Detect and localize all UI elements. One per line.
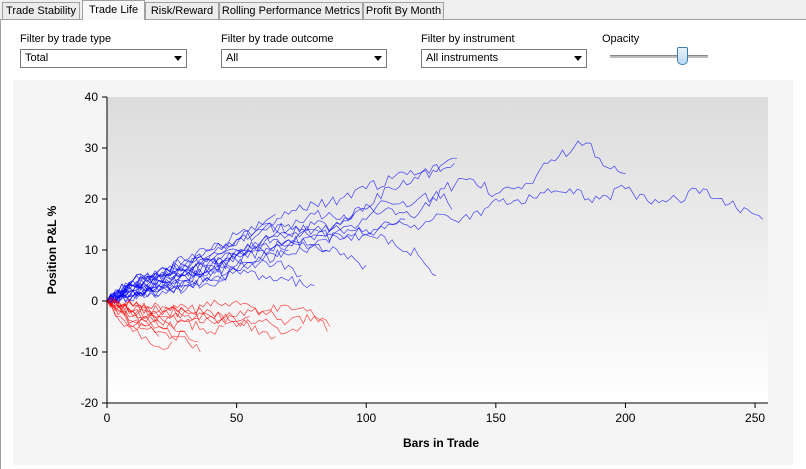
tab-risk-reward[interactable]: Risk/Reward	[145, 2, 219, 19]
x-tick-label: 150	[486, 411, 506, 425]
trade-line-winning	[106, 287, 159, 306]
trade-type-label: Filter by trade type	[20, 33, 112, 45]
series-layer	[106, 140, 764, 353]
trade-line-losing	[106, 297, 331, 327]
y-tick-label: -20	[81, 396, 99, 410]
trade-line-losing	[106, 299, 250, 323]
x-tick-label: 50	[230, 411, 244, 425]
tab-trade-stability[interactable]: Trade Stability	[2, 2, 80, 19]
trade-type-value: Total	[25, 52, 49, 64]
chevron-down-icon	[574, 56, 582, 61]
opacity-slider-thumb[interactable]	[676, 47, 688, 65]
y-tick-label: 30	[85, 141, 99, 155]
trade-line-winning	[106, 279, 224, 305]
instrument-select[interactable]: All instruments	[421, 49, 587, 68]
trade-line-winning	[106, 249, 250, 304]
x-tick-label: 200	[615, 411, 635, 425]
instrument-value: All instruments	[426, 52, 499, 64]
trade-line-winning	[106, 257, 237, 302]
trade-outcome-value: All	[226, 52, 239, 64]
opacity-slider-track[interactable]	[610, 55, 708, 58]
y-tick-label: 20	[85, 192, 99, 206]
tab-rolling-performance-metrics[interactable]: Rolling Performance Metrics	[219, 2, 363, 19]
trade-line-losing	[106, 296, 276, 340]
trade-line-losing	[106, 300, 173, 350]
trade-line-losing	[106, 299, 160, 322]
chevron-down-icon	[374, 56, 382, 61]
trade-line-winning	[106, 268, 211, 302]
trade-outcome-select[interactable]: All	[221, 49, 387, 68]
chevron-down-icon	[174, 56, 182, 61]
tab-divider	[0, 19, 806, 20]
x-axis-title: Bars in Trade	[403, 436, 479, 450]
tab-profit-by-month[interactable]: Profit By Month	[363, 2, 444, 19]
plot-area	[107, 97, 768, 403]
y-tick-label: 10	[85, 243, 99, 257]
opacity-label: Opacity	[602, 33, 640, 45]
trade-line-losing	[106, 300, 160, 337]
tab-bar: Trade Stability Trade Life Risk/Reward R…	[0, 0, 806, 20]
trade-line-winning	[106, 218, 406, 304]
trade-line-winning	[106, 232, 437, 302]
trade-outcome-label: Filter by trade outcome	[221, 33, 334, 45]
trade-line-winning	[106, 140, 626, 302]
instrument-label: Filter by instrument	[421, 33, 515, 45]
y-tick-label: 40	[85, 90, 99, 104]
tick-layer: 0 50 100 150 200 250 -20 -10 0 10 20 30 40	[81, 90, 766, 425]
trade-line-winning	[106, 281, 173, 302]
trade-line-losing	[106, 300, 147, 333]
y-tick-label: 0	[91, 294, 98, 308]
trade-line-winning	[106, 214, 276, 302]
x-tick-label: 100	[356, 411, 376, 425]
trade-type-select[interactable]: Total	[20, 49, 187, 68]
x-tick-label: 250	[745, 411, 765, 425]
y-tick-label: -10	[81, 345, 99, 359]
trade-line-winning	[106, 190, 453, 303]
y-axis-title: Position P&L %	[45, 205, 59, 294]
trade-line-winning	[106, 279, 147, 302]
x-tick-label: 0	[104, 411, 111, 425]
tab-trade-life[interactable]: Trade Life	[82, 0, 145, 20]
trade-line-winning	[106, 239, 328, 305]
